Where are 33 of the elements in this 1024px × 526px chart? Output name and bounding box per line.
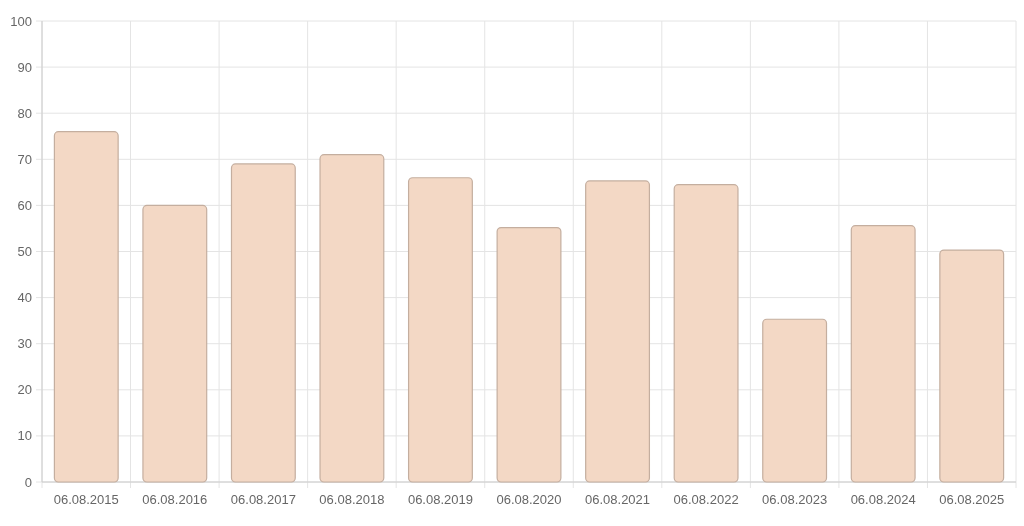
x-tick-label: 06.08.2016 <box>142 492 208 507</box>
bar <box>53 131 119 483</box>
x-tick-label: 06.08.2021 <box>585 492 651 507</box>
y-tick-label: 80 <box>17 105 32 121</box>
bar <box>673 184 739 483</box>
bar <box>585 180 651 483</box>
bar <box>230 163 296 483</box>
bar <box>142 204 208 483</box>
bar <box>850 225 916 483</box>
x-tick-label: 06.08.2018 <box>319 492 385 507</box>
bar <box>762 318 828 483</box>
y-tick-label: 60 <box>17 197 32 213</box>
x-tick-label: 06.08.2025 <box>939 492 1005 507</box>
y-tick-label: 50 <box>17 244 32 260</box>
x-tick-label: 06.08.2020 <box>496 492 562 507</box>
x-tick-label: 06.08.2017 <box>230 492 296 507</box>
y-tick-label: 100 <box>10 13 32 29</box>
x-tick-label: 06.08.2023 <box>762 492 828 507</box>
bar <box>496 226 562 483</box>
y-tick-label: 30 <box>17 336 32 352</box>
y-tick-label: 20 <box>17 382 32 398</box>
x-tick-label: 06.08.2024 <box>850 492 916 507</box>
bar <box>319 154 385 483</box>
x-tick-label: 06.08.2022 <box>673 492 739 507</box>
x-tick-label: 06.08.2015 <box>53 492 119 507</box>
y-tick-label: 0 <box>24 474 32 490</box>
y-tick-label: 10 <box>17 428 32 444</box>
y-tick-label: 70 <box>17 151 32 167</box>
bar <box>939 249 1005 483</box>
bar <box>407 177 473 483</box>
y-tick-label: 90 <box>17 59 32 75</box>
x-tick-label: 06.08.2019 <box>407 492 473 507</box>
y-tick-label: 40 <box>17 290 32 306</box>
